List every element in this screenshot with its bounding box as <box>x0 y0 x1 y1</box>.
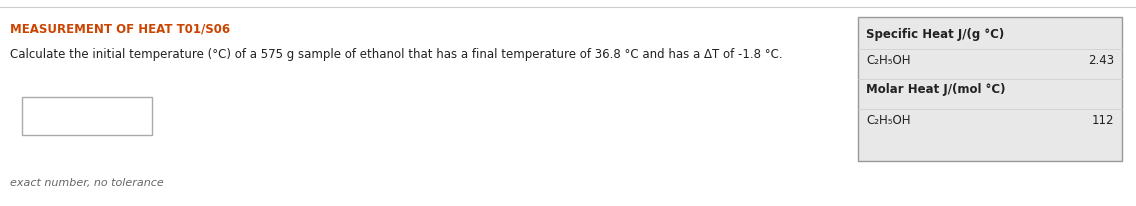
Bar <box>22 97 152 135</box>
Text: Specific Heat J/(g °C): Specific Heat J/(g °C) <box>866 28 1004 41</box>
Text: MEASUREMENT OF HEAT T01/S06: MEASUREMENT OF HEAT T01/S06 <box>10 22 231 35</box>
Text: C₂H₅OH: C₂H₅OH <box>866 114 910 126</box>
Bar <box>858 18 1122 161</box>
Text: Molar Heat J/(mol °C): Molar Heat J/(mol °C) <box>866 83 1005 96</box>
Text: 112: 112 <box>1092 114 1114 126</box>
Text: exact number, no tolerance: exact number, no tolerance <box>10 177 164 187</box>
Text: Calculate the initial temperature (°C) of a 575 g sample of ethanol that has a f: Calculate the initial temperature (°C) o… <box>10 48 783 61</box>
Text: 2.43: 2.43 <box>1088 54 1114 67</box>
Text: C₂H₅OH: C₂H₅OH <box>866 54 910 67</box>
